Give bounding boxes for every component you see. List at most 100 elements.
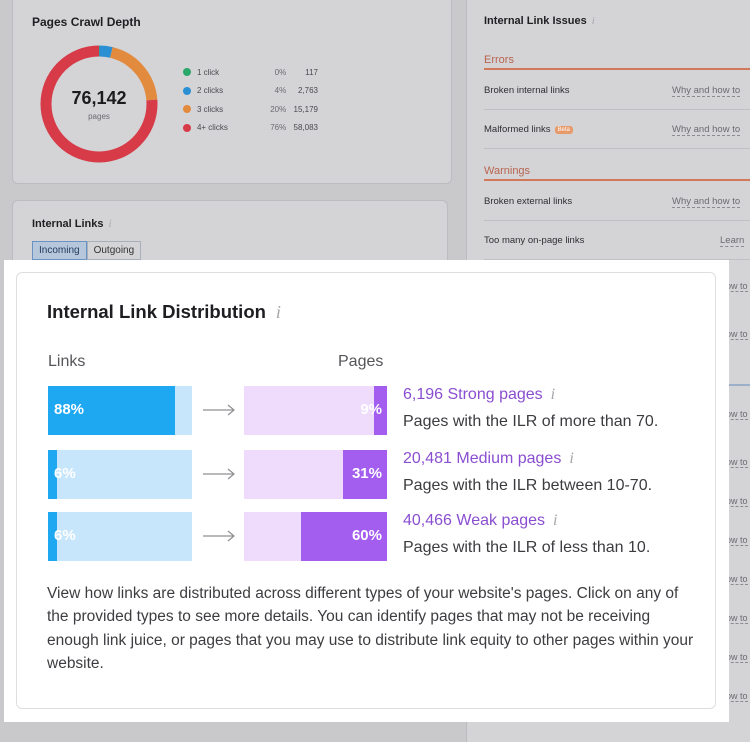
pages-bar[interactable]: 9% bbox=[244, 386, 387, 435]
legend-pct: 0% bbox=[274, 67, 287, 77]
issue-row[interactable]: Broken external links Why and how to bbox=[484, 183, 750, 221]
weak-pages-link[interactable]: 40,466 Weak pages i bbox=[403, 512, 557, 530]
links-bar-fill bbox=[48, 386, 175, 435]
tab-incoming[interactable]: Incoming bbox=[32, 241, 87, 260]
info-icon[interactable]: i bbox=[550, 386, 556, 403]
links-column-header: Links bbox=[48, 353, 86, 370]
links-bar[interactable]: 6% bbox=[48, 450, 192, 499]
issue-label: Broken external links bbox=[484, 196, 573, 207]
tab-outgoing[interactable]: Outgoing bbox=[86, 241, 142, 260]
warnings-heading: Warnings bbox=[484, 165, 750, 181]
crawl-depth-title: Pages Crawl Depth bbox=[32, 15, 141, 29]
edge-link[interactable]: ow to bbox=[726, 496, 748, 507]
edge-divider bbox=[726, 384, 750, 386]
edge-link[interactable]: ow to bbox=[726, 652, 748, 663]
pages-bar[interactable]: 31% bbox=[244, 450, 387, 499]
legend-count: 15,179 bbox=[293, 104, 318, 114]
pages-bar-fill bbox=[301, 512, 387, 561]
why-and-how-link[interactable]: Why and how to bbox=[672, 195, 741, 208]
pages-pct: 60% bbox=[351, 527, 382, 544]
donut-total: 76,142 bbox=[71, 87, 127, 108]
pages-bar-fill bbox=[342, 450, 387, 499]
errors-heading: Errors bbox=[484, 54, 750, 70]
links-pct: 6% bbox=[54, 465, 76, 482]
strong-pages-desc: Pages with the ILR of more than 70. bbox=[403, 413, 659, 430]
arrow-right-icon bbox=[203, 468, 235, 480]
info-icon[interactable]: i bbox=[553, 512, 558, 529]
legend-count: 58,083 bbox=[293, 123, 318, 133]
legend-count: 2,763 bbox=[297, 86, 318, 96]
legend-count: 117 bbox=[305, 67, 318, 77]
links-bar[interactable]: 88% bbox=[48, 386, 192, 435]
pages-pct: 9% bbox=[360, 401, 382, 418]
learn-link[interactable]: Learn bbox=[720, 234, 745, 247]
why-and-how-link[interactable]: Why and how to bbox=[672, 84, 741, 97]
legend-pct: 20% bbox=[270, 104, 287, 114]
links-bar-fill bbox=[48, 450, 57, 499]
legend-dot-icon bbox=[183, 105, 191, 114]
edge-link[interactable]: ow to bbox=[726, 281, 748, 292]
edge-link[interactable]: ow to bbox=[726, 409, 748, 420]
pages-pct: 31% bbox=[351, 465, 382, 482]
legend-dot-icon bbox=[183, 68, 191, 77]
issue-label: Broken internal links bbox=[484, 85, 570, 96]
edge-link[interactable]: ow to bbox=[726, 457, 748, 468]
legend-pct: 4% bbox=[274, 86, 287, 96]
donut-unit: pages bbox=[88, 111, 110, 121]
info-icon[interactable]: i bbox=[591, 15, 595, 27]
issue-row[interactable]: Too many on-page links Learn bbox=[484, 222, 750, 260]
legend-item[interactable]: 2 clicks 4% 2,763 bbox=[183, 82, 318, 101]
edge-link[interactable]: ow to bbox=[726, 574, 748, 585]
legend-item[interactable]: 3 clicks 20% 15,179 bbox=[183, 100, 318, 119]
legend-item[interactable]: 1 click 0% 117 bbox=[183, 63, 318, 82]
info-icon[interactable]: i bbox=[108, 218, 112, 230]
panel-title-text: Internal Link Distribution bbox=[47, 301, 266, 322]
links-pct: 6% bbox=[54, 527, 76, 544]
links-bar-fill bbox=[48, 512, 57, 561]
edge-link[interactable]: ow to bbox=[726, 329, 748, 340]
arrow-right-icon bbox=[203, 404, 235, 416]
panel-title: Internal Link Distribution i bbox=[47, 301, 281, 323]
issue-row[interactable]: Malformed links Beta Why and how to bbox=[484, 111, 750, 149]
issue-label: Malformed links bbox=[484, 124, 551, 135]
weak-pages-label: 40,466 Weak pages bbox=[403, 512, 546, 529]
weak-pages-desc: Pages with the ILR of less than 10. bbox=[403, 539, 651, 556]
issues-title: Internal Link Issues i bbox=[484, 15, 595, 27]
internal-link-distribution-card: Internal Link Distribution i Links Pages … bbox=[16, 272, 716, 709]
arrow-right-icon bbox=[203, 530, 235, 542]
issue-label: Too many on-page links bbox=[484, 235, 585, 246]
beta-badge: Beta bbox=[554, 125, 573, 134]
crawl-depth-legend: 1 click 0% 117 2 clicks 4% 2,763 3 click… bbox=[183, 63, 318, 137]
medium-pages-link[interactable]: 20,481 Medium pages i bbox=[403, 450, 574, 468]
medium-pages-desc: Pages with the ILR between 10-70. bbox=[403, 477, 653, 494]
legend-dot-icon bbox=[183, 123, 191, 132]
legend-item[interactable]: 4+ clicks 76% 58,083 bbox=[183, 119, 318, 138]
why-and-how-link[interactable]: Why and how to bbox=[672, 123, 741, 136]
issues-title-text: Internal Link Issues bbox=[484, 15, 587, 27]
donut-center: 76,142 pages bbox=[39, 44, 159, 164]
pages-bar-fill bbox=[374, 386, 387, 435]
issue-row[interactable]: Broken internal links Why and how to bbox=[484, 72, 750, 110]
legend-label: 3 clicks bbox=[196, 104, 224, 114]
info-icon[interactable]: i bbox=[569, 450, 574, 467]
links-bar[interactable]: 6% bbox=[48, 512, 192, 561]
edge-link[interactable]: ow to bbox=[726, 613, 748, 624]
pages-bar[interactable]: 60% bbox=[244, 512, 387, 561]
strong-pages-label: 6,196 Strong pages bbox=[403, 386, 543, 403]
pages-column-header: Pages bbox=[338, 353, 384, 370]
donut-segment-4[interactable] bbox=[40, 45, 158, 163]
distribution-description: View how links are distributed across di… bbox=[47, 585, 694, 673]
legend-dot-icon bbox=[183, 86, 191, 95]
edge-link[interactable]: ow to bbox=[726, 535, 748, 546]
links-pct: 88% bbox=[54, 401, 85, 418]
incoming-outgoing-toggle: Incoming Outgoing bbox=[32, 241, 142, 260]
legend-label: 2 clicks bbox=[196, 86, 224, 96]
strong-pages-link[interactable]: 6,196 Strong pages i bbox=[403, 386, 555, 404]
info-icon[interactable]: i bbox=[275, 302, 281, 322]
internal-links-title-text: Internal Links bbox=[32, 218, 104, 230]
legend-label: 1 click bbox=[196, 67, 220, 77]
legend-label: 4+ clicks bbox=[196, 123, 228, 133]
crawl-depth-donut bbox=[40, 45, 158, 163]
medium-pages-label: 20,481 Medium pages bbox=[403, 450, 562, 467]
edge-link[interactable]: ow to bbox=[726, 691, 748, 702]
